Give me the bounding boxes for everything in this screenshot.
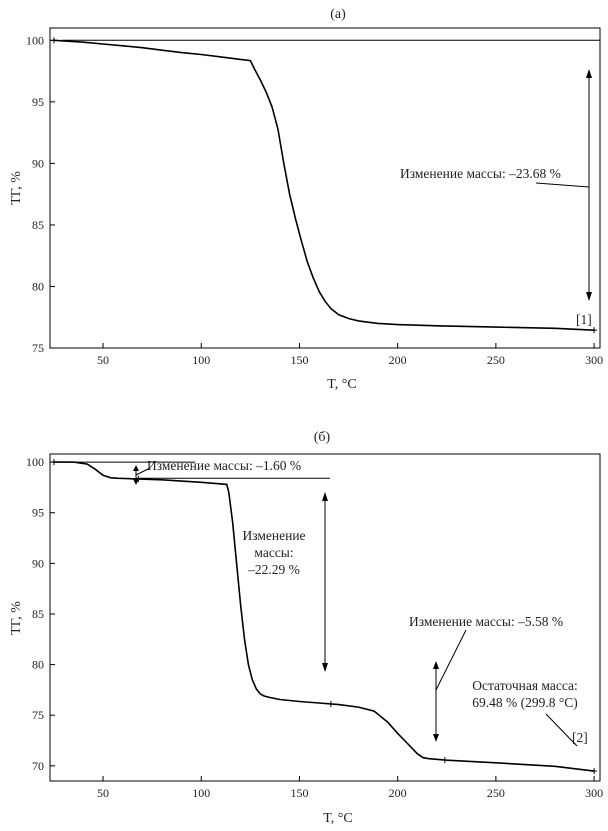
panel-b-x-ticks: 50 100 150 200 250 300	[97, 776, 603, 800]
x-tick-label: 300	[585, 353, 603, 367]
y-tick-label: 75	[32, 341, 44, 355]
panel-b-arrow-step3-head-top	[433, 661, 439, 669]
y-tick-label: 100	[26, 33, 44, 47]
panel-b-residual-label-line2: 69.48 % (299.8 °C)	[472, 695, 578, 710]
x-tick-label: 50	[97, 353, 109, 367]
panel-b-mass-change-2-line2: массы:	[254, 545, 293, 560]
panel-b-leader-step1	[135, 467, 151, 476]
x-tick-label: 250	[487, 786, 505, 800]
y-tick-label: 80	[32, 279, 44, 293]
panel-b-ylabel: ТГ, %	[9, 601, 24, 635]
panel-b-title: (б)	[314, 430, 331, 445]
x-tick-label: 150	[290, 353, 308, 367]
y-tick-label: 90	[32, 556, 44, 570]
panel-a-plot-frame	[49, 27, 601, 349]
panel-b-arrow-step1-head-top	[133, 465, 139, 471]
y-tick-label: 85	[32, 218, 44, 232]
panel-b-xlabel: T, °C	[323, 811, 352, 826]
y-tick-label: 75	[32, 708, 44, 722]
panel-a-arrow-head-bottom	[586, 292, 592, 301]
x-tick-label: 100	[192, 786, 210, 800]
x-tick-label: 50	[97, 786, 109, 800]
x-tick-label: 100	[192, 353, 210, 367]
panel-b-mass-change-2-line3: –22.29 %	[247, 562, 300, 577]
panel-b-mass-change-3-label: Изменение массы: –5.58 %	[409, 614, 563, 629]
y-tick-label: 95	[32, 506, 44, 520]
panel-b-plot-frame	[49, 453, 601, 782]
panel-a-xlabel: T, °C	[327, 377, 356, 392]
y-tick-label: 90	[32, 156, 44, 170]
x-tick-label: 200	[389, 786, 407, 800]
panel-b: (б) 70 75 80 85 90 95 100 50 100 150 200 250 300 Из…	[9, 430, 603, 826]
panel-b-mass-change-2-line1: Изменение	[242, 528, 305, 543]
x-tick-label: 300	[585, 786, 603, 800]
panel-b-arrow-step3-head-bottom	[433, 734, 439, 742]
panel-a: (а) 75 80 85 90 95 100 50 100 150 200 250 300 Изме…	[9, 7, 603, 392]
panel-b-leader-step3	[435, 629, 467, 691]
panel-b-arrow-step2-head-bottom	[322, 663, 328, 672]
x-tick-label: 200	[389, 353, 407, 367]
panel-a-title: (а)	[330, 7, 346, 22]
panel-b-leader-residual	[545, 713, 578, 747]
panel-a-xlabel-text: T, °C	[327, 377, 356, 392]
x-tick-label: 250	[487, 353, 505, 367]
panel-b-arrow-step1-head-bottom	[133, 479, 139, 485]
x-tick-label: 150	[290, 786, 308, 800]
y-tick-label: 70	[32, 759, 44, 773]
y-tick-label: 100	[26, 455, 44, 469]
panel-a-curve-label: [1]	[576, 312, 592, 327]
panel-b-xlabel-text: T, °C	[323, 811, 352, 826]
panel-b-curve-label: [2]	[572, 730, 588, 745]
panel-a-mass-change-label: Изменение массы: –23.68 %	[400, 166, 561, 181]
panel-a-points	[50, 37, 598, 334]
panel-b-tg-curve	[53, 461, 595, 772]
y-tick-label: 80	[32, 658, 44, 672]
panel-a-ylabel: ТГ, %	[9, 171, 24, 205]
panel-a-leader-line	[535, 182, 590, 188]
y-tick-label: 85	[32, 607, 44, 621]
panel-b-residual-label-line1: Остаточная масса:	[472, 678, 578, 693]
panel-b-arrow-step2-head-top	[322, 492, 328, 501]
panel-a-arrow-head-top	[586, 69, 592, 78]
panel-b-y-ticks: 70 75 80 85 90 95 100	[26, 455, 55, 773]
panel-a-y-ticks: 75 80 85 90 95 100	[26, 33, 55, 355]
y-tick-label: 95	[32, 95, 44, 109]
panel-a-tg-curve	[53, 39, 595, 331]
panel-a-x-ticks: 50 100 150 200 250 300	[97, 343, 603, 367]
panel-b-mass-change-1-label: Изменение массы: –1.60 %	[147, 458, 301, 473]
